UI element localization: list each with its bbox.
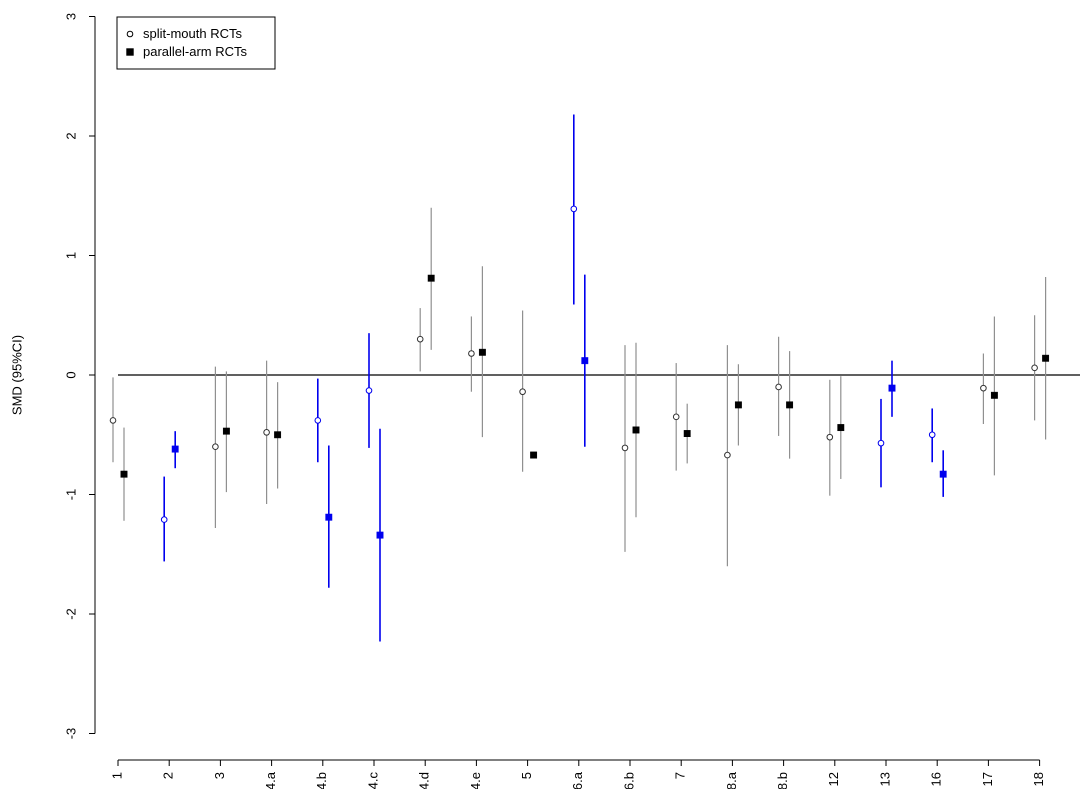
point-split-mouth	[775, 383, 782, 391]
point-parallel-arm	[939, 470, 947, 478]
x-tick-label: 13	[877, 772, 892, 786]
plot-area	[109, 114, 1050, 642]
y-tick-label: -3	[63, 728, 78, 740]
point-split-mouth	[263, 429, 270, 436]
x-tick-label: 12	[826, 772, 841, 786]
y-tick-label: -1	[63, 489, 78, 501]
point-parallel-arm	[786, 401, 794, 409]
point-split-mouth	[468, 350, 475, 357]
point-parallel-arm	[171, 445, 179, 453]
point-split-mouth	[519, 388, 526, 396]
y-tick-label: 2	[63, 132, 78, 139]
y-tick-label: 3	[63, 13, 78, 20]
point-parallel-arm	[376, 531, 384, 539]
point-split-mouth	[1031, 364, 1038, 372]
x-tick-label: 4.d	[417, 772, 432, 789]
legend-label-split-mouth: split-mouth RCTs	[143, 26, 242, 41]
x-tick-label: 5	[519, 772, 534, 779]
point-split-mouth	[672, 413, 680, 421]
point-parallel-arm	[120, 470, 128, 478]
point-split-mouth	[826, 433, 834, 441]
point-split-mouth	[570, 205, 578, 213]
y-tick-label: 1	[63, 252, 78, 259]
y-tick-label: 0	[63, 371, 78, 378]
x-tick-label: 2	[161, 772, 176, 779]
legend: split-mouth RCTs parallel-arm RCTs	[116, 16, 276, 70]
point-split-mouth	[928, 431, 936, 439]
x-tick-label: 6.b	[621, 772, 636, 789]
x-tick-label: 7	[673, 772, 688, 779]
x-tick-label: 8.b	[775, 772, 790, 789]
point-parallel-arm	[222, 427, 230, 435]
x-tick-label: 18	[1031, 772, 1046, 786]
x-tick-label: 16	[929, 772, 944, 786]
x-tick-label: 1	[109, 772, 124, 779]
x-tick-label: 8.a	[724, 771, 739, 789]
x-axis: 1 2 3 4.a 4.b 4.c 4.d 4.e 5 6.a 6.b 7 8.a 8.b 12 13 16 17…	[109, 759, 1046, 789]
x-tick-label: 3	[212, 772, 227, 779]
point-split-mouth	[621, 444, 629, 452]
y-tick-label: -2	[63, 608, 78, 620]
point-parallel-arm	[325, 513, 333, 521]
point-parallel-arm	[990, 391, 998, 399]
legend-box	[116, 16, 276, 70]
point-split-mouth	[365, 387, 373, 394]
point-split-mouth	[212, 443, 219, 451]
point-split-mouth	[416, 335, 424, 343]
point-parallel-arm	[427, 274, 435, 282]
y-axis-label: SMD (95%CI)	[9, 335, 24, 415]
point-parallel-arm	[530, 451, 538, 459]
y-axis: -3 -2 -1 0 1 2 3	[63, 13, 96, 740]
point-parallel-arm	[683, 430, 691, 438]
x-tick-label: 4.e	[468, 772, 483, 789]
point-parallel-arm	[478, 348, 486, 356]
point-parallel-arm	[581, 357, 589, 365]
legend-marker-parallel-arm	[126, 48, 134, 56]
point-split-mouth	[160, 516, 168, 523]
x-tick-label: 17	[980, 772, 995, 786]
point-parallel-arm	[1042, 354, 1050, 362]
x-tick-label: 6.a	[570, 771, 585, 789]
point-split-mouth	[314, 417, 322, 424]
point-split-mouth	[877, 439, 885, 447]
legend-label-parallel-arm: parallel-arm RCTs	[143, 44, 248, 59]
x-tick-label: 4.c	[365, 772, 380, 789]
point-parallel-arm	[632, 426, 640, 434]
x-tick-label: 4.a	[263, 771, 278, 789]
point-parallel-arm	[888, 384, 896, 392]
legend-marker-split-mouth	[126, 30, 134, 38]
point-split-mouth	[724, 451, 731, 459]
point-split-mouth	[980, 384, 987, 392]
point-parallel-arm	[274, 431, 282, 439]
x-tick-label: 4.b	[314, 772, 329, 789]
point-parallel-arm	[837, 424, 845, 432]
point-parallel-arm	[734, 401, 742, 409]
point-split-mouth	[109, 417, 117, 424]
